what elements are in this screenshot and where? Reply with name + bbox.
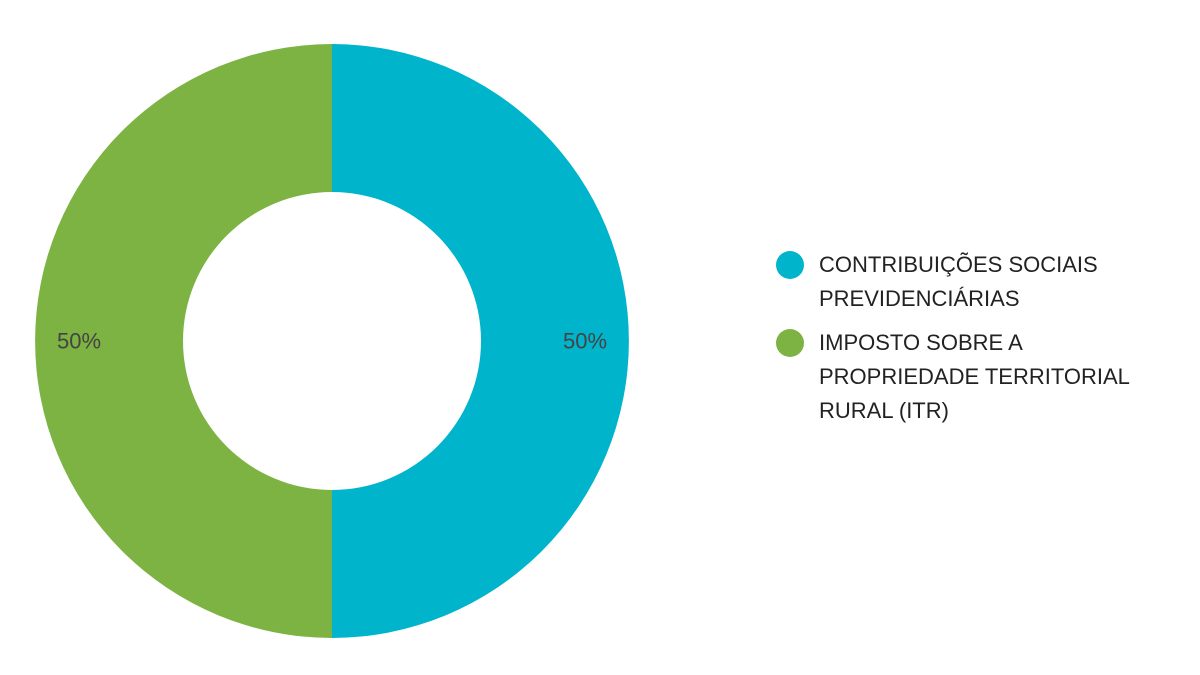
donut-slice-itr (35, 44, 333, 638)
legend-swatch-contribuicoes (776, 251, 804, 279)
legend-item-contribuicoes: CONTRIBUIÇÕES SOCIAIS PREVIDENCIÁRIAS (776, 248, 1186, 316)
legend-item-itr: IMPOSTO SOBRE A PROPRIEDADE TERRITORIAL … (776, 326, 1186, 428)
legend-label-itr: IMPOSTO SOBRE A PROPRIEDADE TERRITORIAL … (819, 330, 1130, 423)
chart-legend: CONTRIBUIÇÕES SOCIAIS PREVIDENCIÁRIAS IM… (776, 248, 1186, 438)
legend-label-contribuicoes: CONTRIBUIÇÕES SOCIAIS PREVIDENCIÁRIAS (819, 252, 1098, 311)
donut-slice-contribuicoes (332, 44, 629, 638)
slice-labels: 50% 50% (57, 329, 607, 354)
donut-slices (35, 44, 629, 638)
legend-swatch-itr (776, 329, 804, 357)
slice-label-itr: 50% (57, 329, 101, 354)
slice-label-contribuicoes: 50% (563, 329, 607, 354)
